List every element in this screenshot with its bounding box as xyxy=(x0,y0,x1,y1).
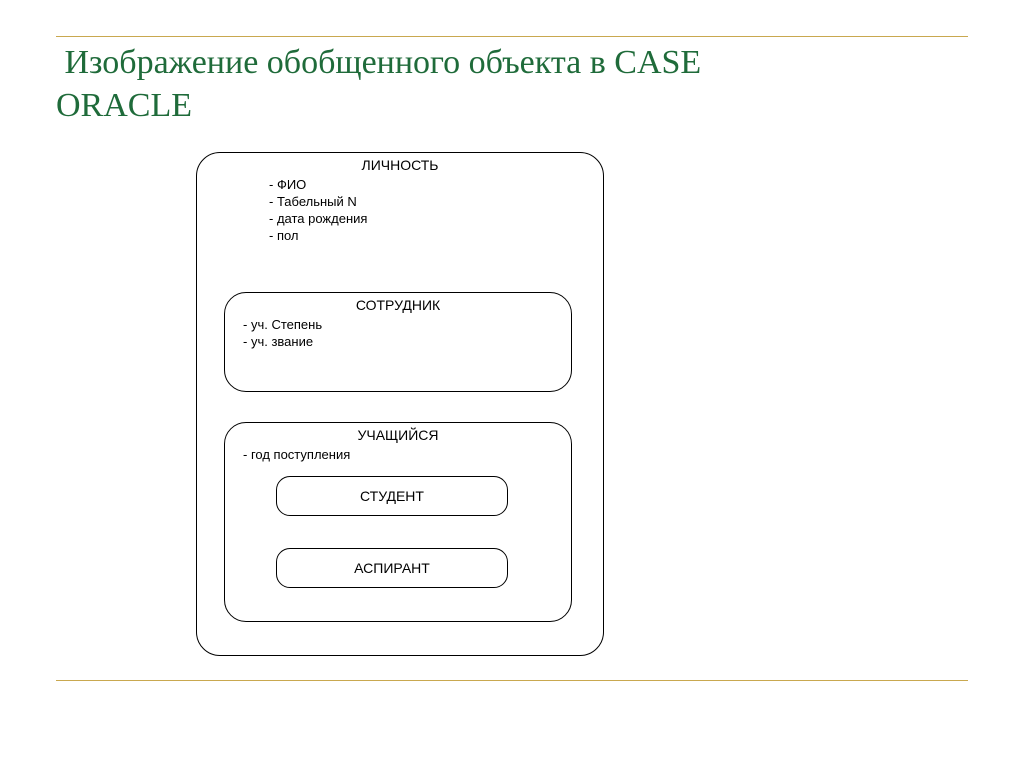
rule-bottom xyxy=(56,680,968,681)
diagram: ЛИЧНОСТЬ - ФИО - Табельный N - дата рожд… xyxy=(196,152,604,656)
slide: Изображение обобщенного объекта в CASE O… xyxy=(0,0,1024,768)
title-line-2: ORACLE xyxy=(56,87,192,124)
entity-employee-attrs: - уч. Степень - уч. звание xyxy=(225,317,571,351)
rule-top xyxy=(56,36,968,37)
entity-person-attrs: - ФИО - Табельный N - дата рождения - по… xyxy=(197,177,603,245)
entity-postgrad-title: АСПИРАНТ xyxy=(277,560,507,576)
entity-learner-attrs: - год поступления xyxy=(225,447,571,464)
entity-learner: УЧАЩИЙСЯ - год поступления xyxy=(224,422,572,622)
entity-employee-title: СОТРУДНИК xyxy=(225,297,571,313)
entity-postgrad: АСПИРАНТ xyxy=(276,548,508,588)
entity-student-title: СТУДЕНТ xyxy=(277,488,507,504)
attr: - ФИО xyxy=(269,177,603,194)
attr: - год поступления xyxy=(243,447,571,464)
attr: - дата рождения xyxy=(269,211,603,228)
entity-learner-title: УЧАЩИЙСЯ xyxy=(225,427,571,443)
title-line-1: Изображение обобщенного объекта в CASE xyxy=(56,44,701,81)
entity-employee: СОТРУДНИК - уч. Степень - уч. звание xyxy=(224,292,572,392)
attr: - пол xyxy=(269,228,603,245)
attr: - уч. звание xyxy=(243,334,571,351)
entity-person-title: ЛИЧНОСТЬ xyxy=(197,157,603,173)
attr: - Табельный N xyxy=(269,194,603,211)
attr: - уч. Степень xyxy=(243,317,571,334)
page-title: Изображение обобщенного объекта в CASE O… xyxy=(56,42,968,127)
entity-student: СТУДЕНТ xyxy=(276,476,508,516)
